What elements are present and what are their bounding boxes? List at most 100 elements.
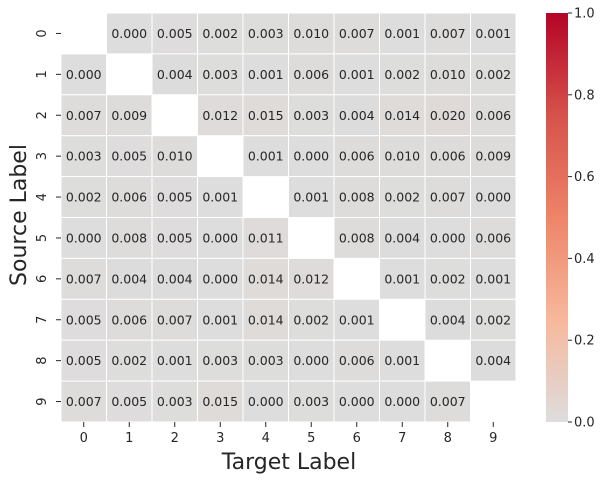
cell-value-label: 0.000 (339, 394, 375, 409)
heatmap-cell (470, 135, 517, 178)
heatmap-cell (197, 94, 244, 137)
cell-value-label: 0.002 (475, 312, 511, 327)
cell-value-label: 0.001 (384, 271, 420, 286)
cell-value-label: 0.002 (384, 67, 420, 82)
cell-value-label: 0.006 (430, 149, 466, 164)
cell-labels-layer: 0.000 0.005 0.002 0.003 0.010 0.007 0.001 0.007… (66, 26, 511, 409)
heatmap-cell (106, 135, 153, 178)
colorbar-tick-label: 0.0 (574, 416, 595, 431)
heatmap-cell (151, 298, 198, 341)
heatmap-cell (424, 12, 471, 55)
cell-value-label: 0.006 (293, 67, 329, 82)
heatmap-cell (60, 257, 107, 300)
cell-value-label: 0.014 (248, 271, 284, 286)
heatmap-cell (288, 53, 335, 96)
heatmap-cell (197, 380, 244, 423)
cell-value-label: 0.001 (475, 271, 511, 286)
cell-value-label: 0.003 (293, 394, 329, 409)
heatmap-cell (470, 339, 517, 382)
cell-value-label: 0.001 (293, 190, 329, 205)
cell-value-label: 0.003 (293, 108, 329, 123)
cell-value-label: 0.000 (475, 190, 511, 205)
heatmap-cell (379, 380, 426, 423)
cell-value-label: 0.007 (430, 190, 466, 205)
cell-value-label: 0.003 (248, 353, 284, 368)
heatmap-cell (197, 217, 244, 259)
y-tick-label: 8 (35, 357, 50, 365)
cell-value-label: 0.004 (430, 312, 466, 327)
cell-value-label: 0.009 (111, 108, 147, 123)
cell-value-label: 0.006 (475, 230, 511, 245)
y-tick-label: 7 (35, 316, 50, 324)
cell-value-label: 0.002 (293, 312, 329, 327)
colorbar-tick-label: 0.2 (574, 334, 595, 349)
heatmap-cell (333, 12, 380, 55)
heatmap-cell (60, 94, 107, 137)
heatmap-cell (60, 53, 107, 96)
heatmap-cell (288, 339, 335, 382)
cell-value-label: 0.000 (66, 230, 102, 245)
heatmap-cell (288, 380, 335, 423)
heatmap-cell (379, 257, 426, 300)
heatmap-cell (197, 298, 244, 341)
cell-value-label: 0.008 (339, 190, 375, 205)
cell-value-label: 0.002 (430, 271, 466, 286)
cell-value-label: 0.014 (384, 108, 420, 123)
heatmap-cell (333, 298, 380, 341)
heatmap-cell (379, 53, 426, 96)
heatmap-cell (106, 217, 153, 259)
heatmap-cell (424, 217, 471, 259)
cell-value-label: 0.001 (157, 353, 193, 368)
y-tick-label: 0 (35, 29, 50, 37)
heatmap-cell (333, 176, 380, 219)
cell-value-label: 0.001 (202, 190, 238, 205)
heatmap-cell (60, 339, 107, 382)
cell-value-label: 0.000 (293, 353, 329, 368)
x-tick-label: 8 (444, 431, 452, 446)
heatmap-cell (470, 176, 517, 219)
cell-value-label: 0.005 (157, 26, 193, 41)
x-tick-label: 1 (125, 431, 133, 446)
heatmap-cell (470, 217, 517, 259)
heatmap-cell (288, 176, 335, 219)
cell-value-label: 0.001 (202, 312, 238, 327)
y-tick-label: 1 (35, 70, 50, 78)
y-tick-label: 2 (35, 111, 50, 119)
heatmap-cell (60, 217, 107, 259)
heatmap-cell (151, 217, 198, 259)
cell-value-label: 0.002 (384, 190, 420, 205)
colorbar-gradient (546, 13, 568, 422)
cell-value-label: 0.004 (157, 67, 193, 82)
cell-value-label: 0.010 (293, 26, 329, 41)
cell-value-label: 0.007 (66, 108, 102, 123)
heatmap-cell (151, 380, 198, 423)
heatmap-cell (106, 339, 153, 382)
cell-value-label: 0.006 (111, 190, 147, 205)
cell-value-label: 0.005 (157, 230, 193, 245)
heatmap-cell (470, 53, 517, 96)
heatmap-cell (470, 298, 517, 341)
cell-value-label: 0.000 (430, 230, 466, 245)
cell-value-label: 0.004 (157, 271, 193, 286)
cell-value-label: 0.000 (111, 26, 147, 41)
heatmap-cell (379, 176, 426, 219)
colorbar-tick-label: 1.0 (574, 7, 595, 22)
cell-value-label: 0.001 (248, 67, 284, 82)
cell-value-label: 0.002 (111, 353, 147, 368)
x-tick-label: 7 (398, 431, 406, 446)
heatmap-cell (242, 298, 289, 341)
heatmap-cell (242, 135, 289, 178)
cell-value-label: 0.007 (66, 271, 102, 286)
cell-value-label: 0.007 (339, 26, 375, 41)
cell-value-label: 0.009 (475, 149, 511, 164)
y-axis-title: Source Label (7, 144, 32, 286)
cell-value-label: 0.010 (157, 149, 193, 164)
cell-value-label: 0.006 (111, 312, 147, 327)
colorbar-tick-label: 0.4 (574, 252, 595, 267)
cell-value-label: 0.010 (384, 149, 420, 164)
cell-value-label: 0.003 (157, 394, 193, 409)
heatmap-cell (151, 12, 198, 55)
heatmap-cell (60, 135, 107, 178)
heatmap-cell (106, 380, 153, 423)
cell-value-label: 0.003 (202, 353, 238, 368)
